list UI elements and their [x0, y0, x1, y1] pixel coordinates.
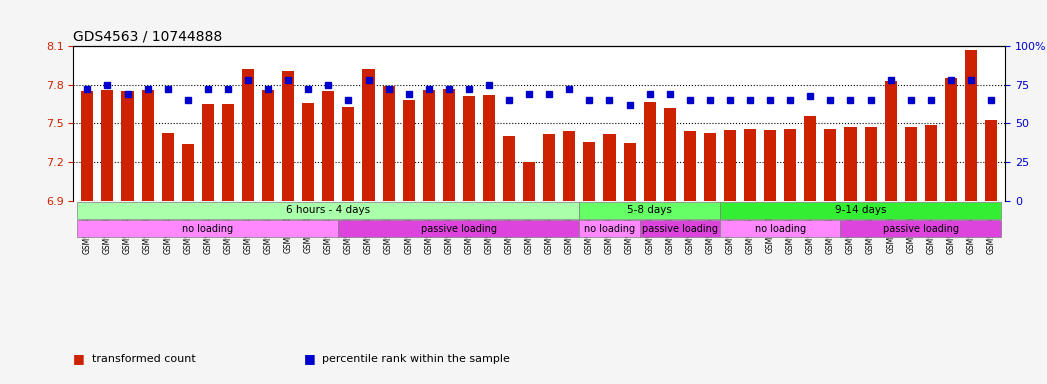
Bar — [543, 134, 555, 201]
Text: ■: ■ — [304, 353, 315, 366]
Bar — [624, 143, 636, 201]
Bar — [161, 132, 174, 201]
Bar — [342, 107, 355, 201]
Bar — [262, 90, 274, 201]
FancyBboxPatch shape — [841, 220, 1001, 237]
Bar — [723, 130, 736, 201]
Text: no loading: no loading — [584, 224, 636, 234]
Text: ■: ■ — [73, 353, 85, 366]
Bar — [905, 127, 917, 201]
Bar — [563, 131, 576, 201]
Bar — [222, 104, 233, 201]
FancyBboxPatch shape — [640, 220, 720, 237]
Text: 6 hours - 4 days: 6 hours - 4 days — [286, 205, 371, 215]
Bar — [403, 100, 415, 201]
Bar — [82, 91, 93, 201]
Bar — [423, 90, 435, 201]
Text: passive loading: passive loading — [883, 224, 959, 234]
FancyBboxPatch shape — [338, 220, 579, 237]
Bar — [845, 127, 856, 201]
Bar — [764, 130, 776, 201]
Bar — [463, 96, 475, 201]
Text: transformed count: transformed count — [92, 354, 196, 364]
FancyBboxPatch shape — [579, 220, 640, 237]
Bar — [684, 131, 696, 201]
Text: passive loading: passive loading — [421, 224, 497, 234]
Bar — [784, 129, 797, 201]
Bar — [443, 89, 454, 201]
FancyBboxPatch shape — [77, 220, 338, 237]
Bar — [303, 103, 314, 201]
Text: no loading: no loading — [755, 224, 806, 234]
Text: 5-8 days: 5-8 days — [627, 205, 672, 215]
Bar — [644, 101, 655, 201]
Bar — [503, 136, 515, 201]
Bar — [885, 81, 896, 201]
Bar — [583, 142, 596, 201]
Bar — [603, 134, 616, 201]
Bar — [804, 116, 817, 201]
Bar — [483, 95, 495, 201]
Text: 9-14 days: 9-14 days — [834, 205, 886, 215]
Bar — [704, 132, 716, 201]
Text: passive loading: passive loading — [642, 224, 718, 234]
Bar — [382, 86, 395, 201]
Bar — [202, 104, 214, 201]
Bar — [322, 91, 334, 201]
Bar — [102, 90, 113, 201]
Bar — [282, 71, 294, 201]
Bar — [182, 144, 194, 201]
Bar — [524, 162, 535, 201]
Bar — [865, 127, 876, 201]
Bar — [141, 90, 154, 201]
FancyBboxPatch shape — [720, 202, 1001, 218]
Text: GDS4563 / 10744888: GDS4563 / 10744888 — [73, 30, 223, 43]
FancyBboxPatch shape — [77, 202, 579, 218]
FancyBboxPatch shape — [579, 202, 720, 218]
Bar — [744, 129, 756, 201]
Text: no loading: no loading — [182, 224, 233, 234]
Bar — [362, 69, 375, 201]
Bar — [664, 108, 675, 201]
Text: percentile rank within the sample: percentile rank within the sample — [322, 354, 510, 364]
Bar — [944, 78, 957, 201]
Bar — [121, 91, 134, 201]
Bar — [985, 120, 997, 201]
Bar — [925, 125, 937, 201]
Bar — [824, 129, 837, 201]
FancyBboxPatch shape — [720, 220, 841, 237]
Bar — [242, 69, 254, 201]
Bar — [965, 50, 977, 201]
